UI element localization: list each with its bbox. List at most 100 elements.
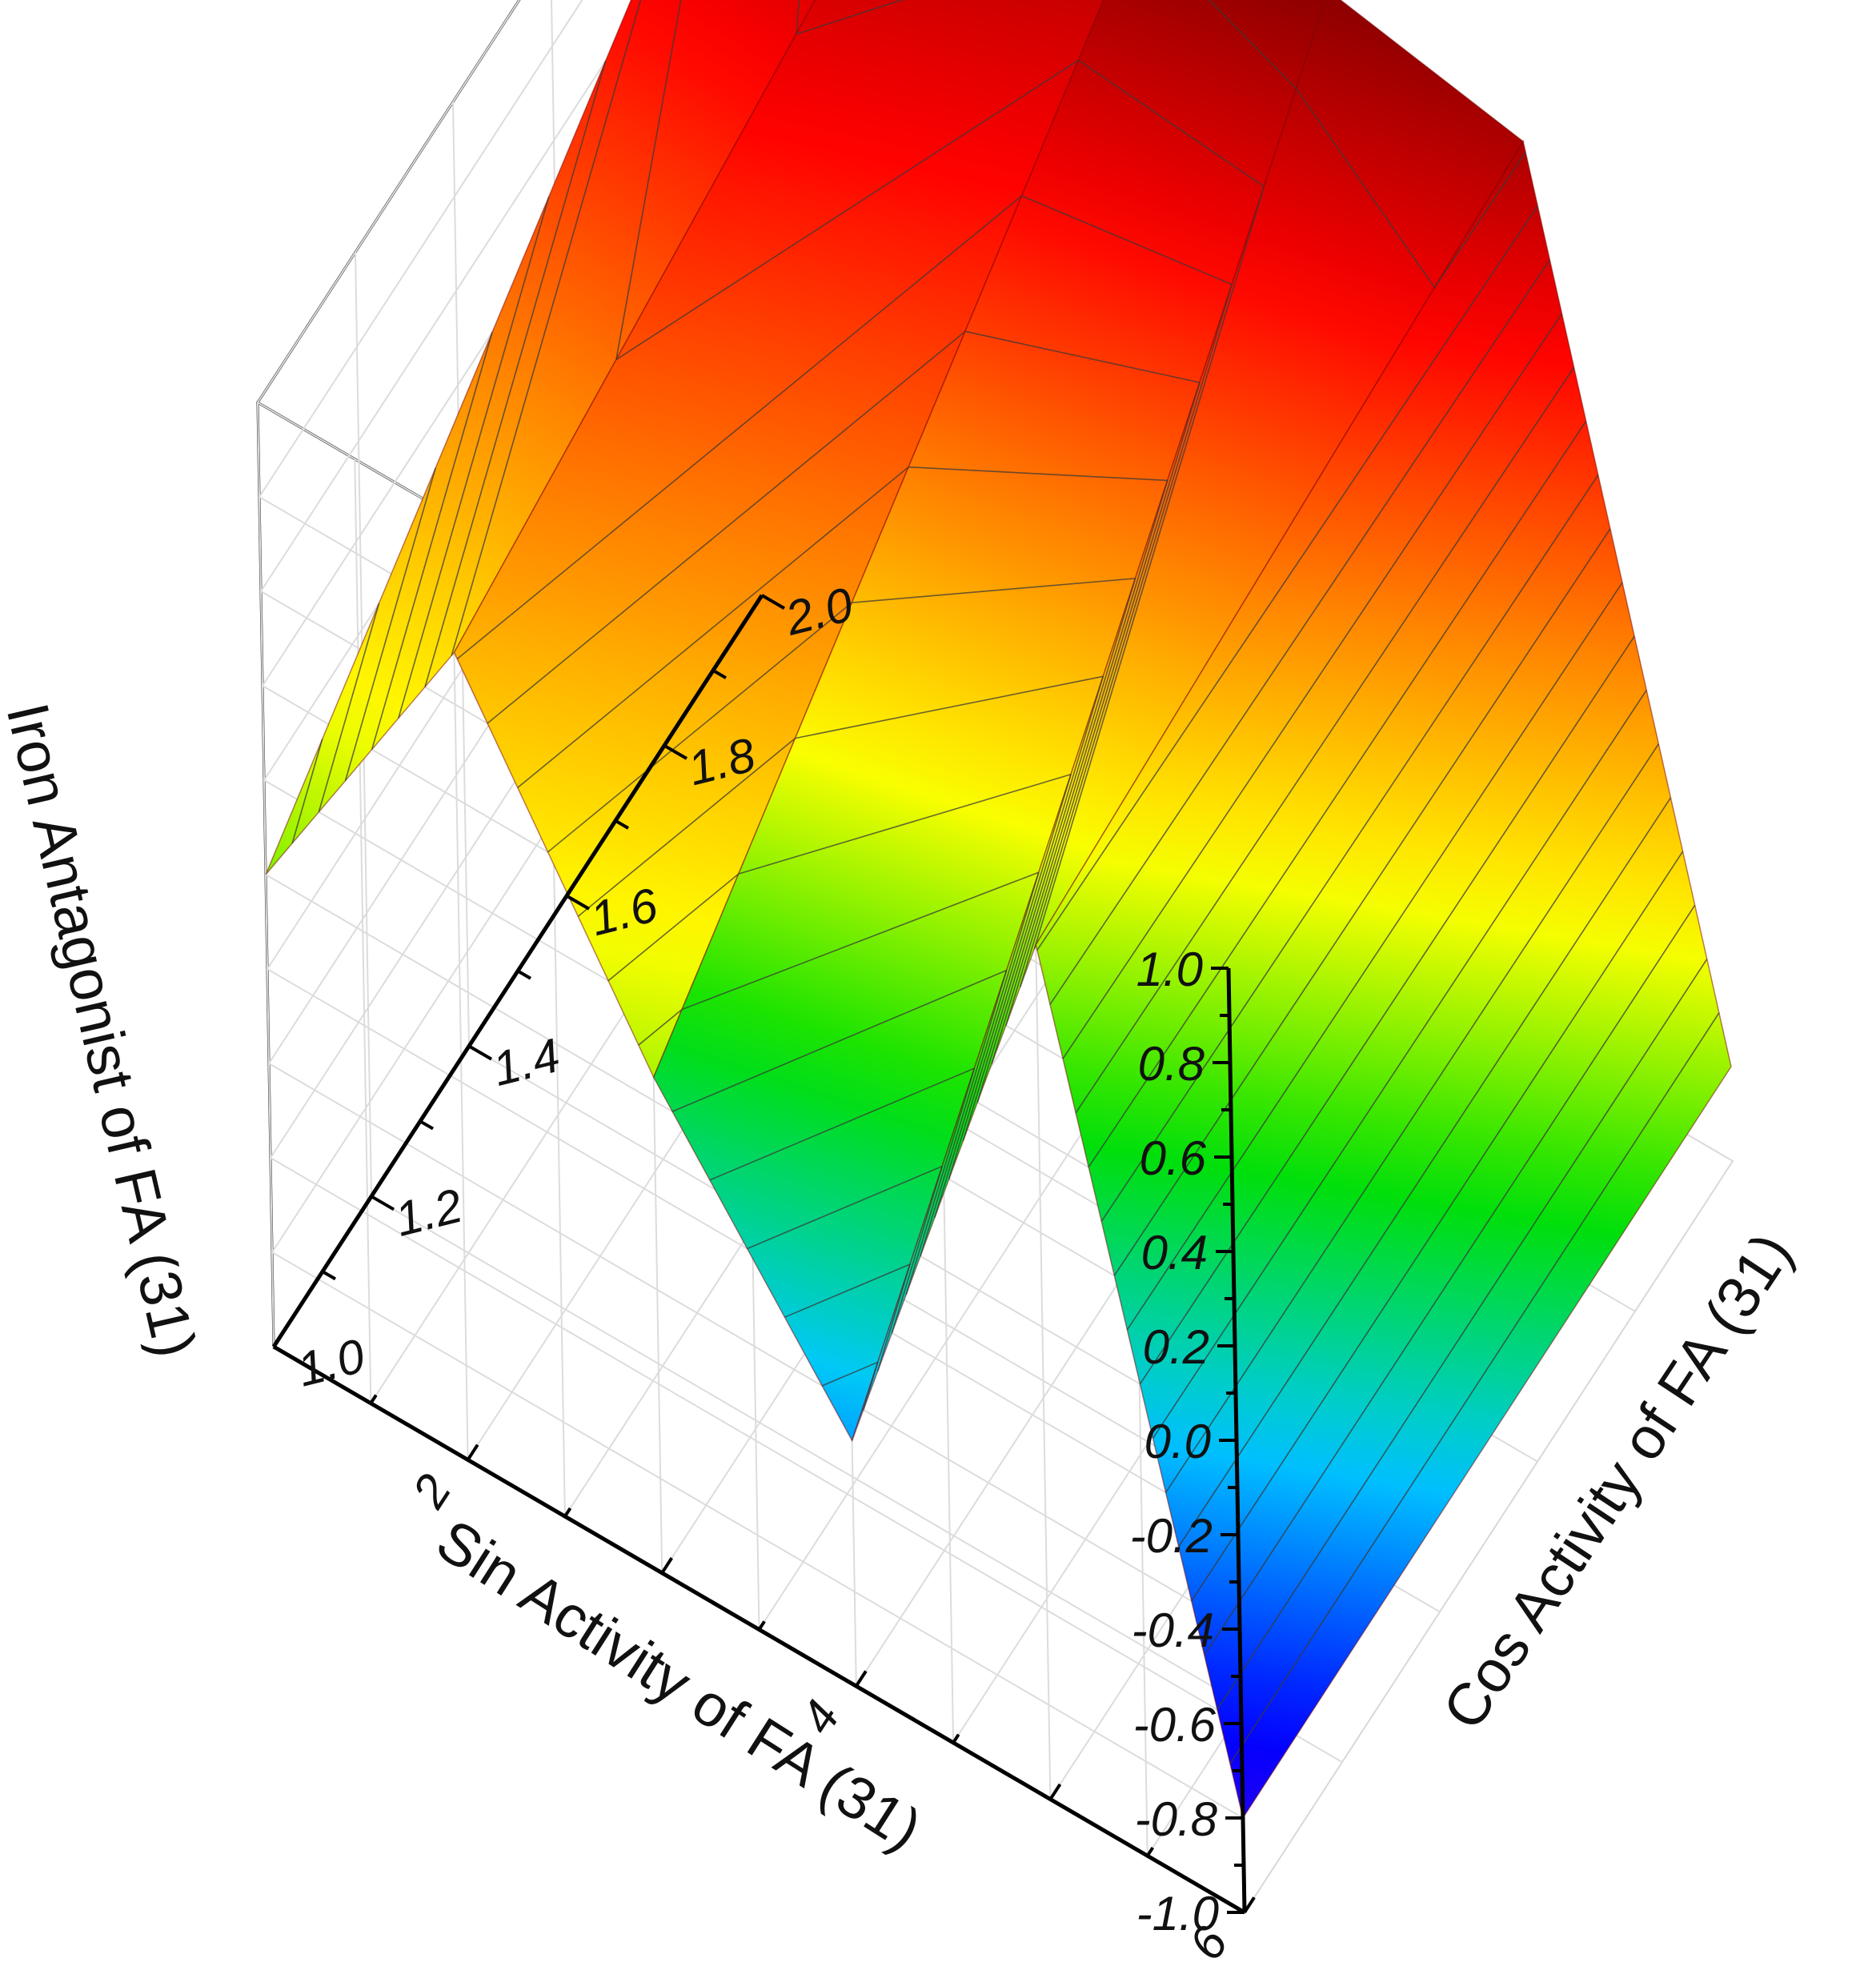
- contour-line: [948, 774, 1072, 1179]
- contour-line: [671, 969, 1007, 1112]
- contour-line: [547, 602, 852, 853]
- contour-line: [1021, 195, 1233, 286]
- contour-line: [1191, 851, 1684, 1602]
- surface: [265, 0, 1732, 1820]
- z-tick-label: 0.4: [1141, 1226, 1208, 1279]
- y-tick: [760, 594, 786, 610]
- contour-line: [964, 330, 1201, 383]
- contour-line: [456, 195, 1023, 660]
- surface-patch-4: [1035, 139, 1732, 1820]
- contour-line: [607, 873, 740, 982]
- x-tick: [1146, 1847, 1154, 1857]
- y-tick: [272, 1345, 298, 1361]
- contour-line: [1208, 0, 1297, 90]
- contour-line: [371, 331, 493, 750]
- contour-line: [681, 871, 1040, 1011]
- contour-line: [1049, 259, 1551, 1005]
- x-tick: [369, 1394, 378, 1404]
- contour-line: [905, 1067, 976, 1295]
- contour-line: [976, 578, 1136, 1103]
- x-tick: [952, 1733, 960, 1744]
- contour-line: [1075, 366, 1575, 1114]
- contour-line: [821, 1361, 879, 1387]
- contour-line: [891, 1166, 943, 1334]
- contour-line: [1204, 904, 1696, 1656]
- y-tick: [467, 1044, 493, 1061]
- z-tick-label: -0.2: [1130, 1509, 1213, 1563]
- surface-patch-2: [652, 0, 1326, 1443]
- tick-labels: -1.0-0.8-0.6-0.4-0.20.00.20.40.60.81.024…: [272, 577, 1256, 1969]
- y-tick-label: 1.2: [390, 1179, 467, 1247]
- contour-line: [1164, 743, 1660, 1493]
- contour-line: [344, 467, 437, 781]
- contour-line: [1217, 959, 1708, 1710]
- contour-line: [1036, 206, 1538, 951]
- z-tick-label: 0.0: [1144, 1415, 1211, 1468]
- contour-line: [876, 1263, 911, 1372]
- contour-line: [1088, 420, 1587, 1168]
- contour-line: [1062, 313, 1563, 1059]
- contour-line: [795, 675, 1104, 739]
- y-tick: [321, 1270, 337, 1281]
- contour-line: [487, 330, 966, 724]
- x-tick: [1243, 1896, 1256, 1914]
- y-tick-label: 1.4: [487, 1028, 565, 1096]
- y-tick: [614, 819, 630, 830]
- contour-line: [1033, 186, 1265, 949]
- contour-line: [934, 871, 1040, 1219]
- z-axis-title: Iron Antagonist of FA (31): [0, 697, 209, 1363]
- x-tick: [660, 1557, 673, 1574]
- contour-line: [1019, 284, 1233, 987]
- x-tick: [466, 1443, 479, 1461]
- y-tick: [663, 744, 688, 760]
- z-tick-label: -0.6: [1133, 1698, 1217, 1752]
- contour-line: [398, 196, 550, 719]
- surface-patch-0: [265, 0, 816, 875]
- z-tick-label: 1.0: [1136, 943, 1203, 996]
- contour-line: [796, 0, 904, 35]
- x-tick: [272, 1331, 285, 1348]
- contour-line: [451, 0, 642, 656]
- contour-line: [962, 676, 1104, 1141]
- x-tick-label: 2: [402, 1465, 462, 1517]
- z-tick-label: 0.6: [1140, 1131, 1207, 1185]
- contour-line: [863, 1362, 879, 1411]
- contour-line: [1113, 528, 1611, 1276]
- contour-line: [1295, 88, 1436, 288]
- contour-line: [784, 1263, 911, 1318]
- x-tick: [757, 1620, 766, 1631]
- contour-line: [318, 603, 380, 813]
- contour-line: [517, 466, 909, 789]
- surface-patch-1: [453, 0, 1104, 1079]
- contour-line: [424, 60, 607, 687]
- contour-line: [1100, 474, 1599, 1222]
- contour-line: [577, 738, 796, 917]
- contour-line: [709, 1067, 975, 1181]
- contour-line: [738, 774, 1072, 875]
- contour-line: [852, 578, 1136, 603]
- x-tick: [1048, 1783, 1062, 1800]
- contour-line: [1126, 582, 1623, 1331]
- contour-line: [291, 739, 323, 844]
- contour-line: [1077, 59, 1265, 187]
- x-tick: [855, 1670, 868, 1688]
- contour-line: [920, 970, 1008, 1257]
- y-tick: [712, 669, 728, 679]
- contour-line: [991, 480, 1168, 1064]
- contour-line: [1005, 382, 1201, 1026]
- x-tick: [563, 1507, 572, 1518]
- contour-line: [1139, 635, 1635, 1385]
- contour-line: [1229, 1012, 1720, 1764]
- y-tick-label: 1.0: [292, 1328, 370, 1396]
- contour-line: [615, 0, 682, 360]
- z-tick-label: 0.2: [1143, 1320, 1209, 1374]
- contour-line: [1177, 797, 1672, 1548]
- z-tick-label: -0.8: [1135, 1792, 1218, 1846]
- z-tick-label: 0.8: [1138, 1037, 1205, 1091]
- y-tick: [565, 894, 591, 911]
- contour-line: [747, 1165, 943, 1250]
- contour-line: [615, 59, 1079, 361]
- y-tick: [419, 1119, 435, 1131]
